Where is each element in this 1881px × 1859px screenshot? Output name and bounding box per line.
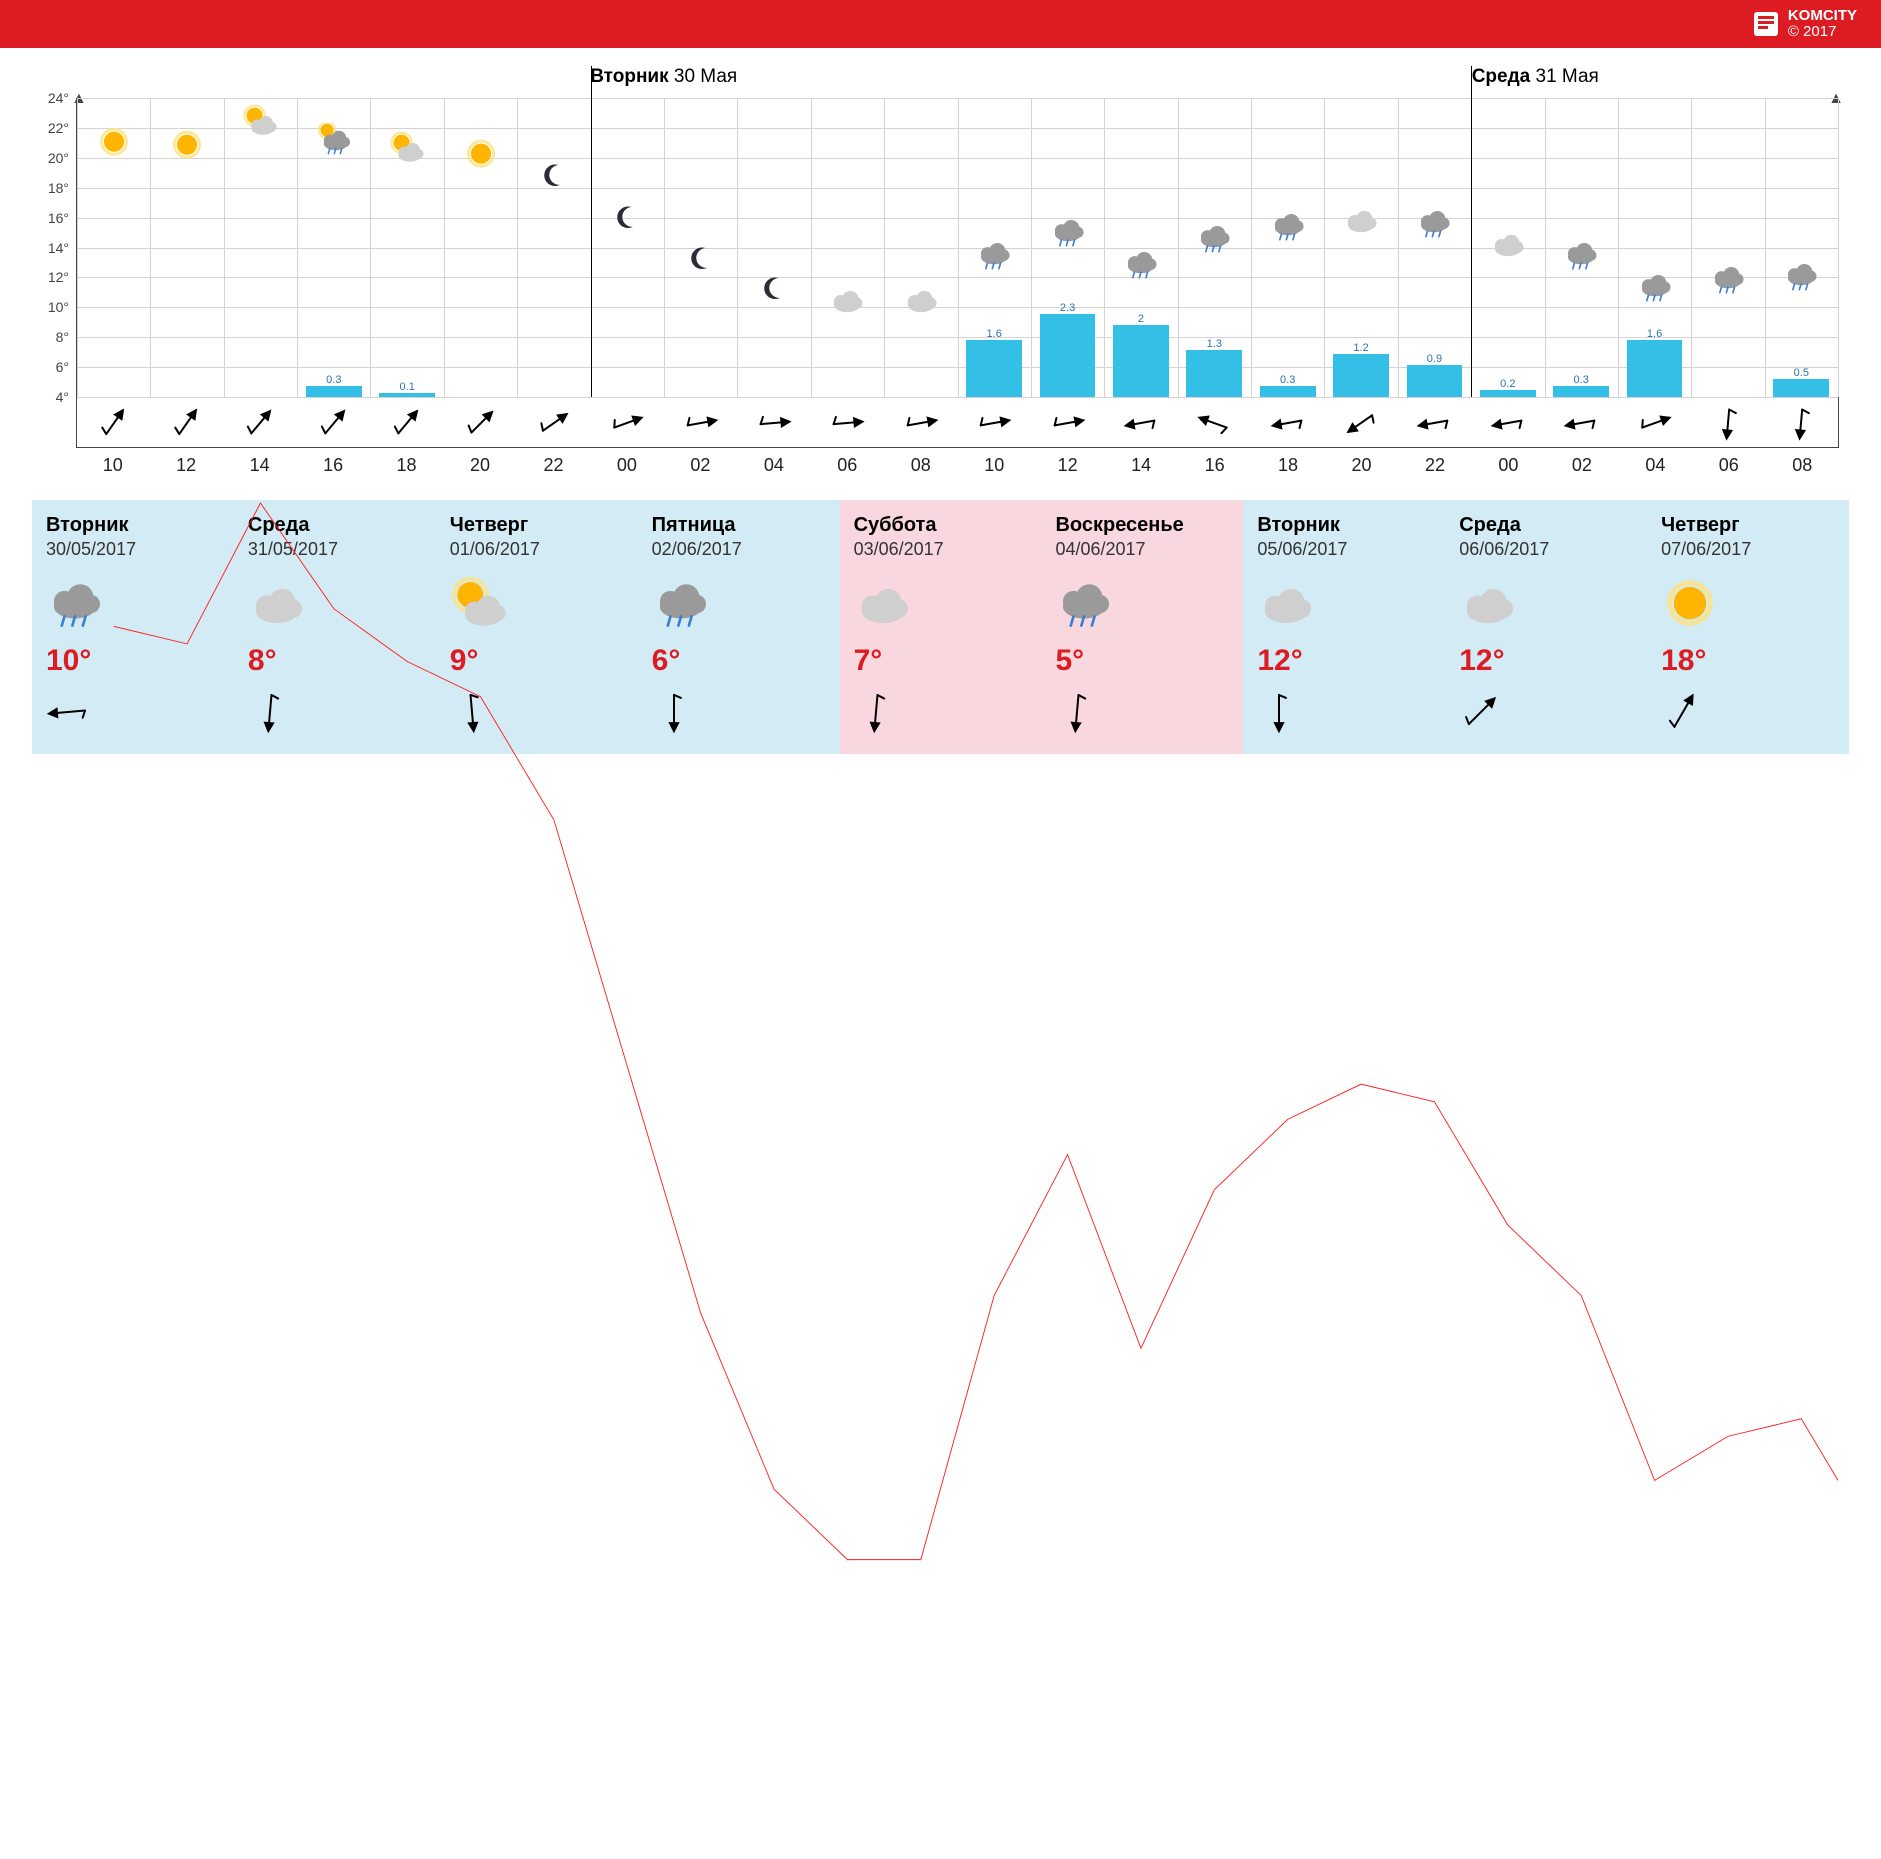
y-axis-ticks: 4°6°8°10°12°14°16°18°20°22°24° [33,98,73,397]
chart-day-label: Среда 31 Мая [1472,66,1599,88]
brand-name: KOMCITY [1788,8,1857,25]
wind-arrow-icon [1031,398,1104,447]
wind-arrow-icon [1104,398,1177,447]
wind-arrow-icon [1618,398,1691,447]
y-tick-label: 10° [48,299,69,315]
x-tick-label: 22 [1398,448,1471,482]
wind-arrow-icon [297,398,370,447]
wind-arrow-icon [1251,398,1324,447]
x-tick-label: 20 [1325,448,1398,482]
wind-arrow-icon [958,398,1031,447]
x-tick-label: 22 [517,448,590,482]
x-axis-labels: 1012141618202200020406081012141618202200… [76,448,1839,482]
x-tick-label: 14 [223,448,296,482]
x-tick-label: 16 [296,448,369,482]
brand-logo-icon [1752,10,1780,38]
wind-arrow-icon [1765,398,1838,447]
y-tick-label: 20° [48,150,69,166]
wind-arrow-icon [77,398,150,447]
temperature-line [77,98,1838,1859]
x-tick-label: 02 [1545,448,1618,482]
x-tick-label: 08 [1766,448,1839,482]
chart-day-labels: Вторник 30 Мая Среда 31 Мая [76,66,1839,94]
chart-day-label: Вторник 30 Мая [590,66,737,88]
y-tick-label: 24° [48,90,69,106]
x-tick-label: 12 [1031,448,1104,482]
x-tick-label: 14 [1104,448,1177,482]
x-tick-label: 08 [884,448,957,482]
x-tick-label: 20 [443,448,516,482]
wind-arrow-icon [737,398,810,447]
hourly-chart: Вторник 30 Мая Среда 31 Мая ▲ ▲ 4°6°8°10°… [0,48,1881,490]
y-tick-label: 16° [48,210,69,226]
wind-arrow-icon [517,398,590,447]
x-tick-label: 06 [811,448,884,482]
y-tick-label: 14° [48,240,69,256]
x-tick-label: 04 [737,448,810,482]
wind-arrow-icon [1545,398,1618,447]
x-tick-label: 10 [958,448,1031,482]
x-tick-label: 16 [1178,448,1251,482]
wind-arrow-icon [224,398,297,447]
x-tick-label: 00 [590,448,663,482]
x-tick-label: 10 [76,448,149,482]
wind-arrow-icon [1471,398,1544,447]
wind-arrow-icon [664,398,737,447]
wind-arrow-icon [591,398,664,447]
x-tick-label: 12 [149,448,222,482]
wind-arrow-icon [1398,398,1471,447]
wind-arrow-icon [884,398,957,447]
y-tick-label: 12° [48,269,69,285]
chart-body: ▲ ▲ 4°6°8°10°12°14°16°18°20°22°24° 0.3 0… [76,98,1839,398]
header-bar: KOMCITY © 2017 [0,0,1881,48]
y-tick-label: 8° [56,329,69,345]
x-tick-label: 02 [664,448,737,482]
wind-arrow-icon [444,398,517,447]
y-tick-label: 22° [48,120,69,136]
wind-row [76,398,1839,448]
x-tick-label: 00 [1472,448,1545,482]
wind-arrow-icon [150,398,223,447]
brand-copyright: © 2017 [1788,24,1857,41]
wind-arrow-icon [1324,398,1397,447]
y-tick-label: 4° [56,389,69,405]
grid-line [1838,98,1839,397]
x-tick-label: 04 [1619,448,1692,482]
wind-arrow-icon [370,398,443,447]
x-tick-label: 18 [370,448,443,482]
x-tick-label: 06 [1692,448,1765,482]
y-tick-label: 6° [56,359,69,375]
brand: KOMCITY © 2017 [1752,8,1857,41]
wind-arrow-icon [1691,398,1764,447]
wind-arrow-icon [811,398,884,447]
y-tick-label: 18° [48,180,69,196]
x-tick-label: 18 [1251,448,1324,482]
wind-arrow-icon [1178,398,1251,447]
